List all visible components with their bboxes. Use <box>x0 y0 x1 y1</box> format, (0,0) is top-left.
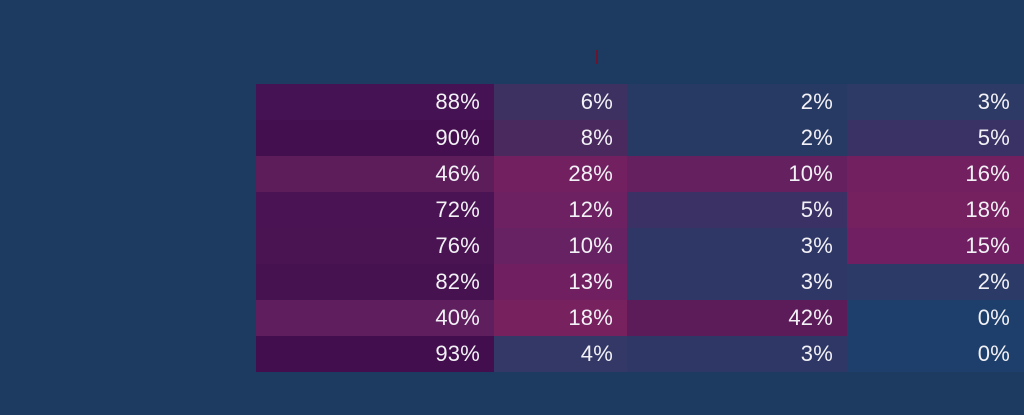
heatmap-cell: 0% <box>847 300 1024 336</box>
heatmap-cell: 82% <box>256 264 494 300</box>
heatmap-cell: 12% <box>494 192 627 228</box>
heatmap-cell: 4% <box>494 336 627 372</box>
heatmap-cell: 3% <box>847 84 1024 120</box>
heatmap-cell: 2% <box>627 84 847 120</box>
heatmap-cell: 5% <box>627 192 847 228</box>
heatmap-cell: 2% <box>847 264 1024 300</box>
heatmap-cell: 3% <box>627 336 847 372</box>
heatmap-grid: 88% 6% 2% 3% 90% 8% 2% 5% 46% 28% 10% 16… <box>256 84 1024 372</box>
heatmap-cell: 15% <box>847 228 1024 264</box>
heatmap-cell: 28% <box>494 156 627 192</box>
heatmap-cell: 42% <box>627 300 847 336</box>
heatmap-cell: 18% <box>494 300 627 336</box>
heatmap-cell: 16% <box>847 156 1024 192</box>
heatmap-cell: 76% <box>256 228 494 264</box>
heatmap-cell: 3% <box>627 264 847 300</box>
heatmap-cell: 10% <box>494 228 627 264</box>
heatmap-cell: 93% <box>256 336 494 372</box>
heatmap-cell: 40% <box>256 300 494 336</box>
heatmap-cell: 6% <box>494 84 627 120</box>
heatmap-cell: 0% <box>847 336 1024 372</box>
heatmap-cell: 18% <box>847 192 1024 228</box>
heatmap-cell: 46% <box>256 156 494 192</box>
heatmap-cell: 90% <box>256 120 494 156</box>
heatmap-cell: 5% <box>847 120 1024 156</box>
heatmap-cell: 13% <box>494 264 627 300</box>
heatmap-cell: 10% <box>627 156 847 192</box>
heatmap-cell: 72% <box>256 192 494 228</box>
heatmap-cell: 88% <box>256 84 494 120</box>
tick-mark <box>596 50 598 64</box>
heatmap-cell: 8% <box>494 120 627 156</box>
heatmap-cell: 3% <box>627 228 847 264</box>
heatmap-cell: 2% <box>627 120 847 156</box>
